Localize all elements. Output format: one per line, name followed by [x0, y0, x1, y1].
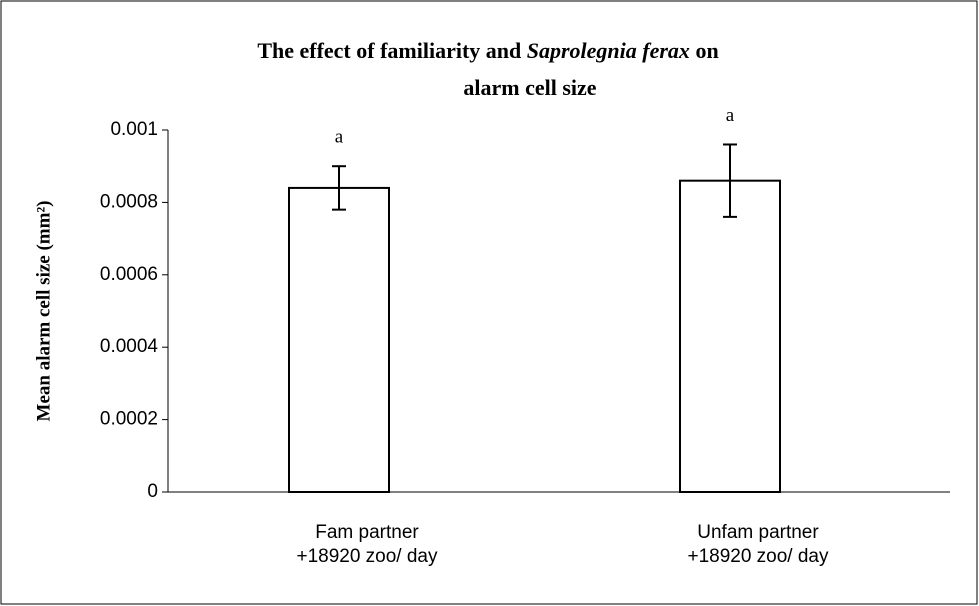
annotation: a [726, 105, 735, 126]
title-part: Saprolegnia ferax [527, 38, 690, 63]
y-tick-label: 0.0002 [100, 409, 158, 430]
bar [679, 179, 781, 493]
x-tick-label: Unfam partner +18920 zoo/ day [687, 522, 829, 567]
annotation: a [335, 127, 344, 148]
title-part: on [690, 38, 719, 63]
chart-title: The effect of familiarity and Saprolegni… [257, 38, 718, 63]
y-tick-label: 0.001 [110, 119, 158, 140]
y-tick-label: 0.0004 [100, 336, 159, 357]
error-bar [332, 165, 346, 211]
error-bar [723, 143, 737, 218]
x-tick-label-line: Fam partner [315, 522, 419, 543]
title-part: The effect of familiarity and [257, 38, 526, 63]
y-tick-label: 0.0008 [100, 191, 158, 212]
y-tick-label: 0 [147, 481, 158, 502]
y-tick-label: 0.0006 [100, 264, 158, 285]
bar [288, 186, 390, 493]
chart-title: alarm cell size [463, 75, 596, 100]
x-tick-label-line: +18920 zoo/ day [296, 546, 438, 567]
x-tick-label: Fam partner +18920 zoo/ day [296, 522, 438, 567]
y-axis-label: Mean alarm cell size (mm²) [33, 201, 54, 422]
x-tick-label-line: Unfam partner [697, 522, 819, 543]
x-tick-label-line: +18920 zoo/ day [687, 546, 829, 567]
